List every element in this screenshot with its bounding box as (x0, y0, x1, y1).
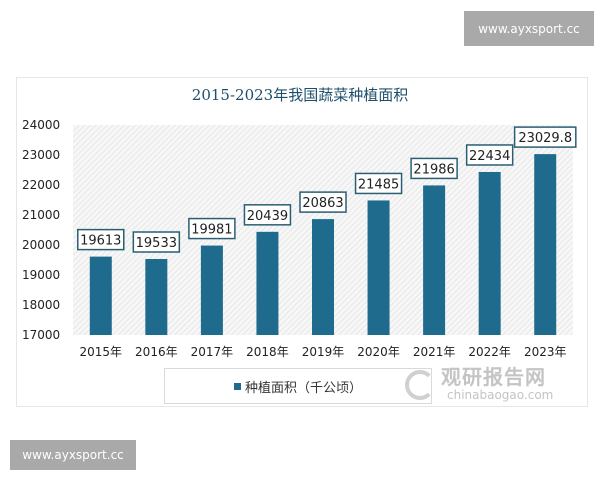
data-label-box (465, 144, 514, 166)
legend-label: 种植面积（千公顷） (244, 380, 362, 396)
y-tick-label: 20000 (22, 238, 60, 252)
data-label: 21986 (413, 162, 454, 177)
site-badge-bottom[interactable]: www.ayxsport.cc (10, 440, 136, 470)
data-label-box (77, 228, 125, 251)
y-tick-label: 21000 (22, 208, 60, 222)
watermark-cn: 观研报告网 (441, 365, 546, 389)
data-label-box (132, 231, 181, 253)
chart-title: 2015-2023年我国蔬菜种植面积 (191, 86, 409, 104)
y-tick-label: 22000 (22, 178, 60, 192)
data-label-box (188, 217, 236, 240)
data-label-box (410, 157, 458, 180)
watermark-logo-icon (405, 370, 435, 400)
data-label: 19613 (80, 234, 121, 249)
data-label: 20439 (247, 209, 288, 224)
x-tick-label: 2020年 (357, 345, 400, 359)
y-tick-label: 24000 (22, 118, 60, 132)
watermark-en: chinabaogao.com (447, 388, 554, 402)
x-tick-label: 2015年 (80, 345, 123, 359)
x-tick-label: 2016年 (135, 345, 178, 359)
bar (89, 256, 112, 335)
data-label: 20863 (302, 196, 343, 211)
data-label: 19981 (191, 223, 232, 238)
bar (534, 154, 557, 335)
bar (367, 200, 390, 335)
y-tick-label: 17000 (22, 328, 60, 342)
bar (312, 219, 334, 335)
x-tick-label: 2021年 (413, 345, 456, 359)
bar (145, 259, 168, 335)
y-tick-label: 18000 (22, 298, 60, 312)
x-tick-label: 2017年 (191, 345, 234, 359)
data-label-box (299, 191, 347, 213)
x-tick-label: 2019年 (302, 345, 345, 359)
y-tick-label: 19000 (22, 268, 60, 282)
data-label-box (513, 126, 577, 148)
bar (423, 185, 446, 335)
bar (256, 231, 279, 335)
data-label: 22434 (469, 149, 510, 164)
legend-swatch (233, 382, 241, 390)
bar (200, 245, 223, 335)
data-label: 23029.8 (518, 131, 572, 146)
bar (478, 171, 501, 335)
x-tick-label: 2023年 (524, 345, 567, 359)
x-tick-label: 2018年 (246, 345, 289, 359)
site-badge-top[interactable]: www.ayxsport.cc (464, 11, 594, 46)
data-label-box (243, 204, 292, 226)
legend: 种植面积（千公顷） (164, 368, 432, 404)
data-label: 21485 (358, 177, 399, 192)
data-label-box (354, 172, 403, 195)
x-tick-label: 2022年 (468, 345, 511, 359)
watermark: 观研报告网 chinabaogao.com (405, 366, 553, 402)
y-tick-label: 23000 (22, 148, 60, 162)
data-label: 19533 (136, 236, 177, 251)
